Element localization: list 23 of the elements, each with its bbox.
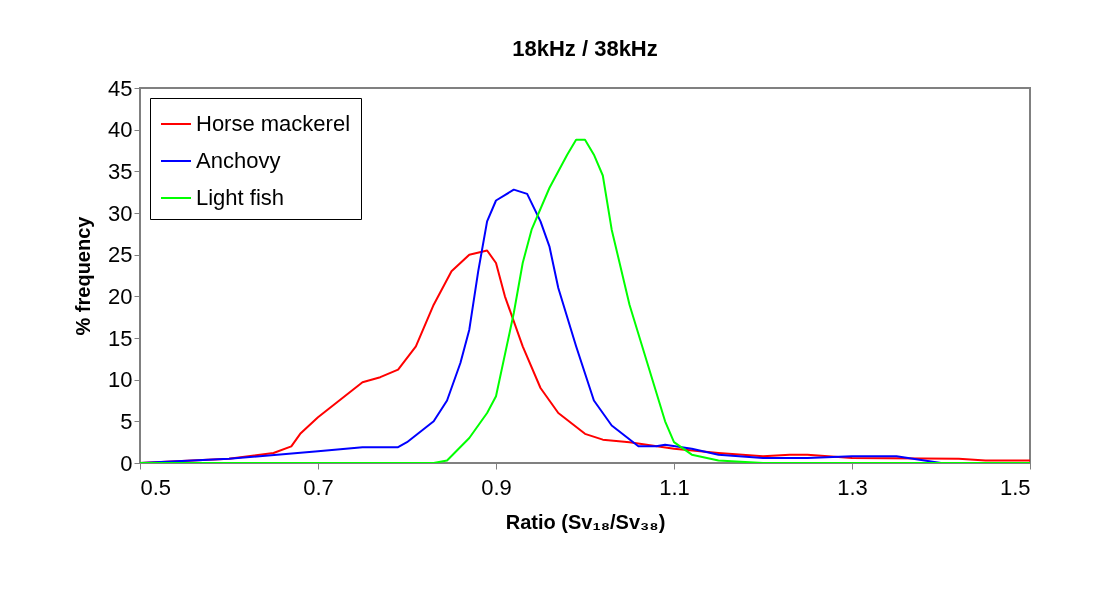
chart-title: 18kHz / 38kHz	[512, 36, 658, 61]
y-tick-label: 15	[108, 325, 133, 351]
y-tick-label: 45	[108, 75, 133, 101]
x-axis-title: Ratio (Sv₁₈/Sv₃₈)	[505, 510, 666, 533]
y-tick-label: 0	[120, 450, 133, 476]
y-tick-label: 30	[108, 200, 133, 226]
legend-label: Light fish	[196, 185, 285, 210]
y-tick-label: 20	[108, 283, 133, 309]
x-tick-label: 0.7	[303, 474, 334, 500]
y-tick-label: 10	[108, 367, 133, 393]
line-series	[140, 138, 1030, 463]
legend-label: Horse mackerel	[196, 111, 351, 136]
x-tick-label: 0.5	[140, 474, 172, 500]
x-tick-label: 0.9	[481, 474, 512, 500]
x-tick-label: 1.3	[837, 474, 868, 500]
x-tick-label: 1.5	[999, 474, 1031, 500]
y-tick-label: 25	[108, 242, 133, 268]
y-tick-label: 35	[108, 158, 133, 184]
y-tick-label: 40	[108, 117, 133, 143]
y-tick-label: 5	[120, 408, 133, 434]
y-axis-title: % frequency	[72, 215, 95, 336]
x-tick-label: 1.1	[659, 474, 690, 500]
legend-label: Anchovy	[196, 148, 281, 173]
